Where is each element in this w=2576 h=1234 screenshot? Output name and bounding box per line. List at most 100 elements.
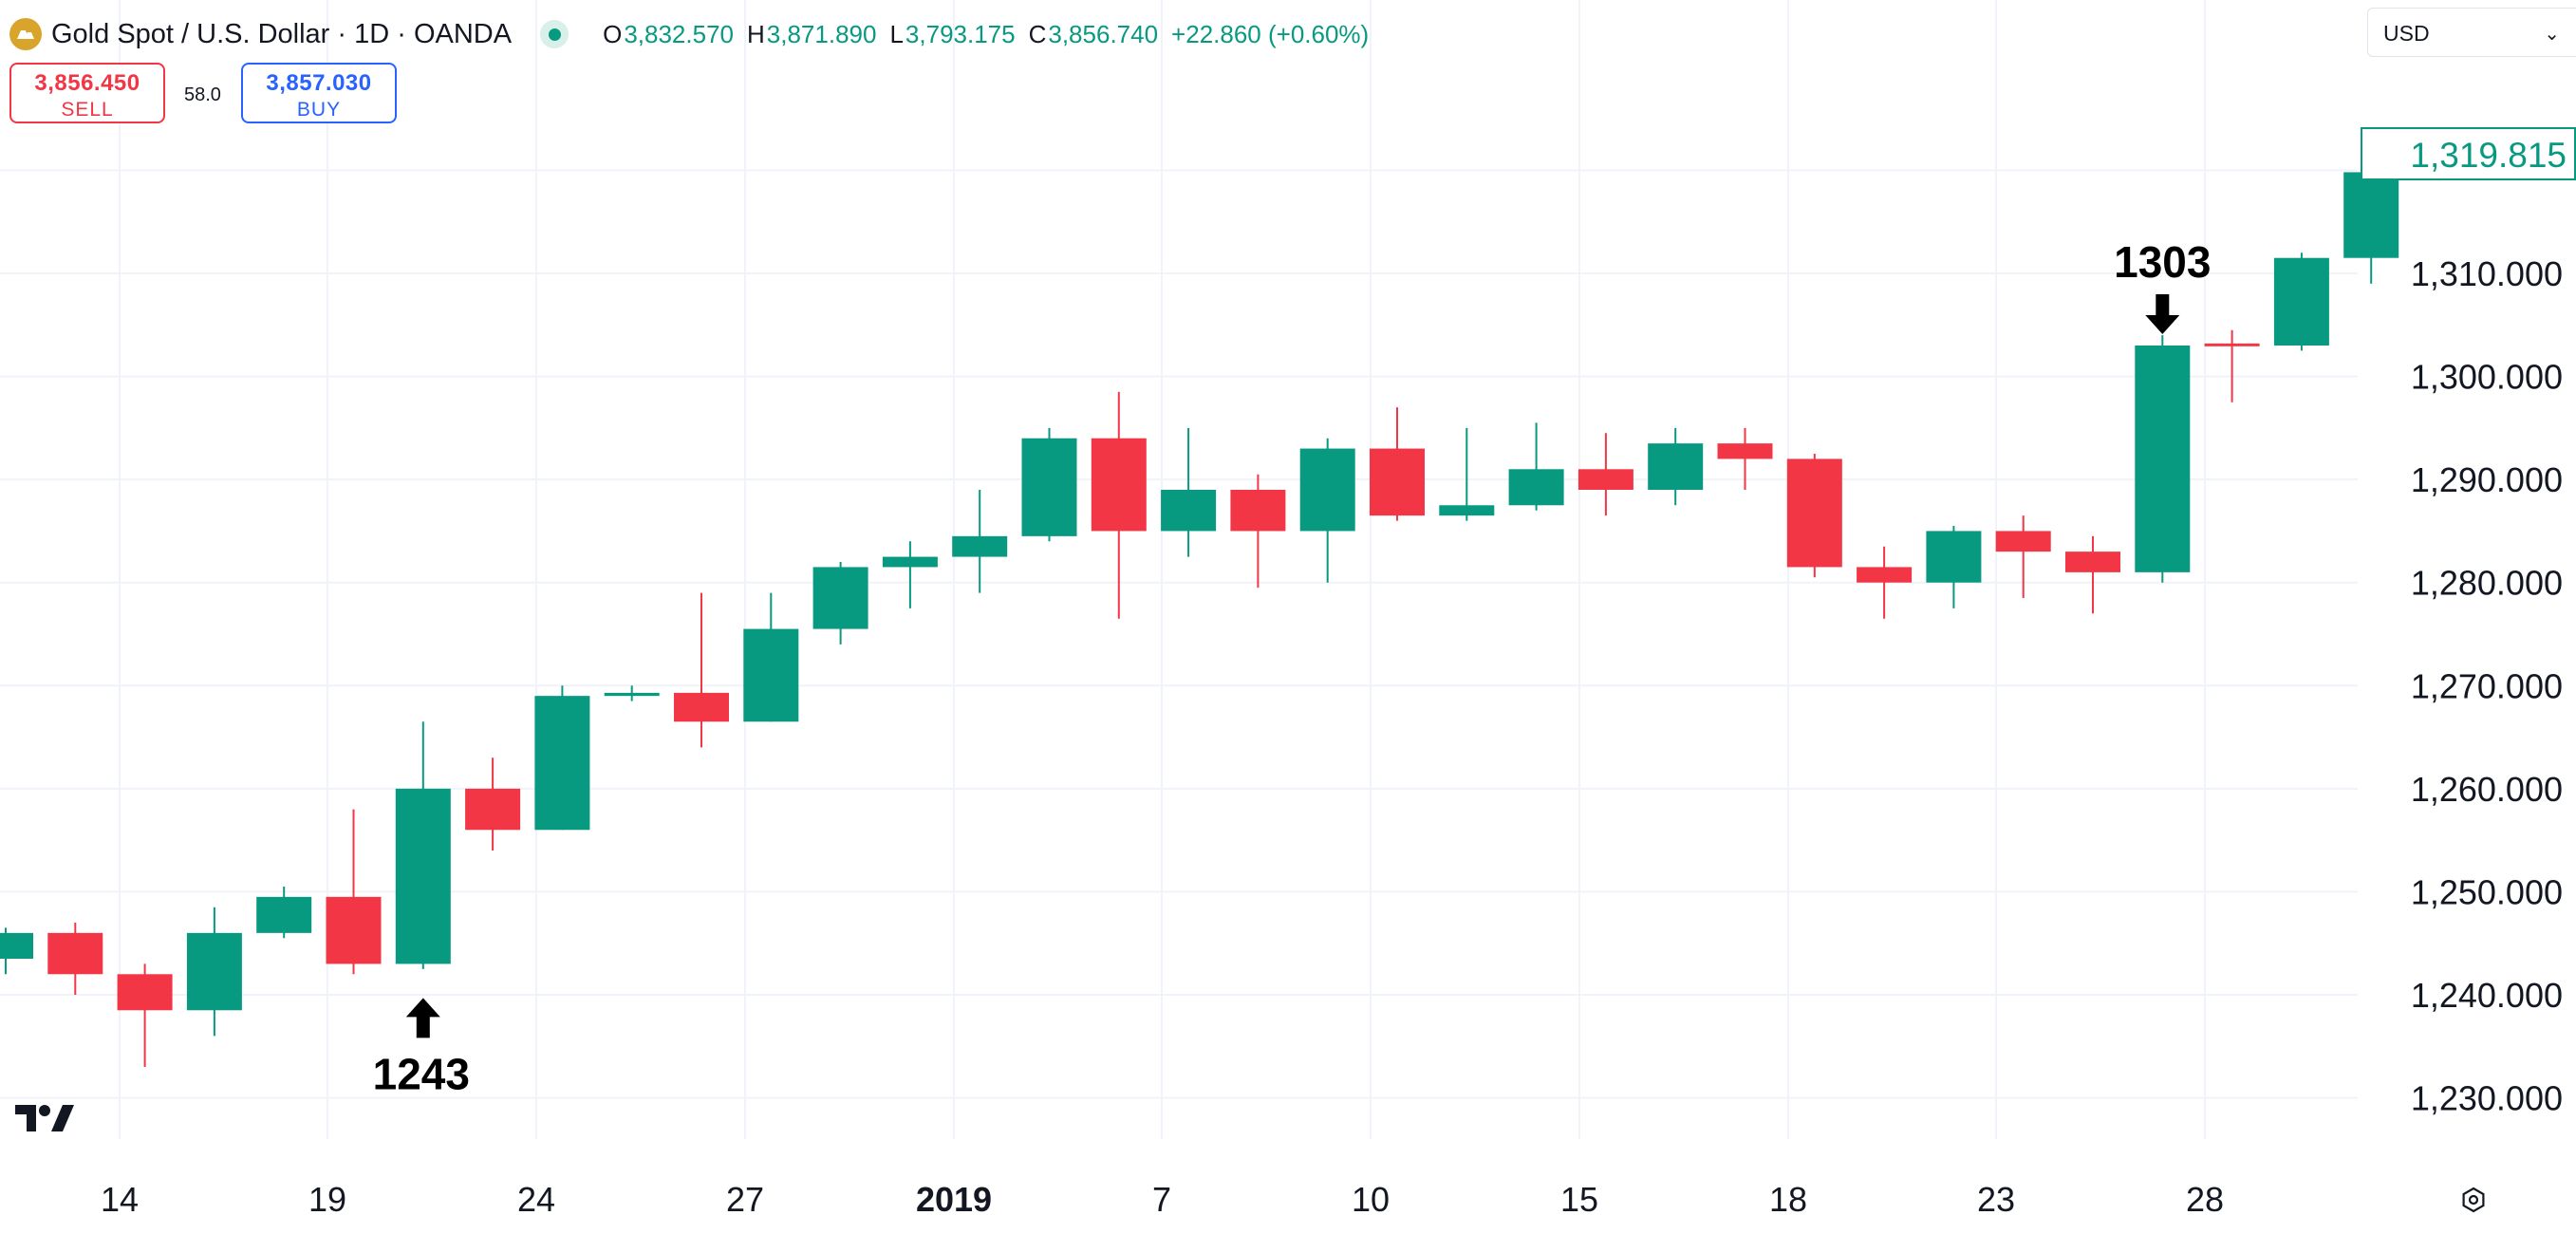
y-tick-label: 1,280.000 (2411, 564, 2563, 603)
candle (1299, 438, 1355, 583)
candle-body (1717, 443, 1773, 459)
last-price-badge: 1,319.815 (2361, 127, 2576, 180)
y-axis[interactable]: 1,230.000 1,240.000 1,250.000 1,260.000 1,27… (2411, 254, 2563, 1118)
x-tick-label: 28 (2186, 1180, 2224, 1219)
symbol-header[interactable]: Gold Spot / U.S. Dollar · 1D · OANDA O 3… (9, 11, 1369, 57)
candle-body (1648, 443, 1704, 490)
candle-body (1926, 531, 1982, 583)
candle-body (1577, 469, 1633, 490)
buy-price: 3,857.030 (266, 70, 372, 96)
candle-body (1299, 448, 1355, 532)
candle-body (117, 974, 173, 1011)
open-value: 3,832.570 (624, 19, 734, 48)
settings-icon[interactable] (2460, 1187, 2487, 1218)
annotation-label: 1243 (373, 1049, 470, 1098)
grid-lines (0, 0, 2358, 1139)
candle-body (2135, 346, 2191, 572)
candle-body (1230, 490, 1286, 532)
candle (1717, 427, 1773, 490)
candle-body (812, 567, 868, 629)
status-dot-icon[interactable] (540, 20, 569, 48)
candle (1508, 422, 1564, 511)
x-tick-label: 19 (308, 1180, 346, 1219)
y-tick-label: 1,260.000 (2411, 770, 2563, 809)
candle (465, 757, 521, 851)
candle-body (534, 696, 590, 831)
candle-body (1857, 567, 1913, 583)
candle-body (1021, 438, 1077, 536)
candle-body (465, 788, 521, 831)
y-tick-label: 1,240.000 (2411, 976, 2563, 1015)
candle (1995, 515, 2051, 598)
candle (2204, 329, 2260, 402)
candle (1021, 427, 1077, 542)
candles (0, 139, 2399, 1067)
candle (1161, 427, 1217, 557)
candle (256, 887, 312, 939)
candle-body (256, 896, 312, 933)
candle-body (326, 896, 382, 964)
y-tick-label: 1,290.000 (2411, 460, 2563, 499)
candle (47, 923, 103, 995)
y-tick-label: 1,250.000 (2411, 872, 2563, 911)
candle-body (395, 788, 451, 964)
x-tick-label: 15 (1560, 1180, 1598, 1219)
candle-body (952, 535, 1008, 557)
high-value: 3,871.890 (766, 19, 877, 48)
open-label: O (603, 19, 623, 48)
candle-body (2273, 257, 2329, 346)
candle (2273, 252, 2329, 351)
candle (1091, 391, 1147, 619)
annotations: 1243 1303 (373, 237, 2212, 1098)
candle (674, 592, 729, 748)
ohlc-readout: O 3,832.570 H 3,871.890 L 3,793.175 C 3,… (603, 20, 1369, 49)
currency-select[interactable]: USD ⌄ (2367, 8, 2576, 57)
candle (395, 721, 451, 969)
candle (882, 541, 938, 608)
candle-body (674, 692, 729, 722)
candle-body (1786, 458, 1842, 568)
candle-body (743, 628, 799, 722)
candle-body (47, 932, 103, 975)
x-tick-label: 24 (517, 1180, 555, 1219)
candle (1648, 427, 1704, 506)
y-tick-label: 1,270.000 (2411, 666, 2563, 705)
candle (1370, 407, 1425, 521)
x-tick-label: 14 (101, 1180, 139, 1219)
y-tick-label: 1,310.000 (2411, 254, 2563, 293)
spread-value: 58.0 (184, 84, 221, 105)
candle (1857, 546, 1913, 619)
x-axis[interactable]: 14 19 24 27 2019 7 10 15 18 23 28 (101, 1180, 2224, 1219)
tradingview-logo-icon[interactable] (15, 1103, 74, 1138)
symbol-title[interactable]: Gold Spot / U.S. Dollar · 1D · OANDA (51, 18, 513, 49)
close-label: C (1028, 19, 1047, 48)
x-tick-label: 7 (1152, 1180, 1171, 1219)
candle-body (2065, 552, 2120, 572)
candle-body (604, 692, 660, 697)
x-tick-label: 10 (1352, 1180, 1390, 1219)
candle-body (0, 932, 33, 959)
candle (604, 685, 660, 701)
candle-body (186, 932, 242, 1011)
candle (0, 927, 33, 975)
buy-button[interactable]: 3,857.030 BUY (241, 63, 397, 123)
candle (1577, 433, 1633, 516)
symbol-logo-icon (9, 18, 42, 50)
sell-button[interactable]: 3,856.450 SELL (9, 63, 165, 123)
candle-body (1161, 490, 1217, 532)
candle-body (2204, 343, 2260, 346)
arrow-up-icon (405, 998, 440, 1038)
candle-body (882, 556, 938, 568)
candle (1786, 454, 1842, 578)
candle (2065, 535, 2120, 614)
buy-label: BUY (296, 99, 342, 121)
candle-body (1508, 469, 1564, 506)
x-tick-label: 23 (1977, 1180, 2015, 1219)
candle (534, 685, 590, 831)
candle (1926, 526, 1982, 608)
sell-price: 3,856.450 (34, 70, 140, 96)
candle-body (1439, 505, 1495, 516)
annotation-label: 1303 (2114, 237, 2211, 287)
chevron-down-icon: ⌄ (2544, 24, 2560, 45)
